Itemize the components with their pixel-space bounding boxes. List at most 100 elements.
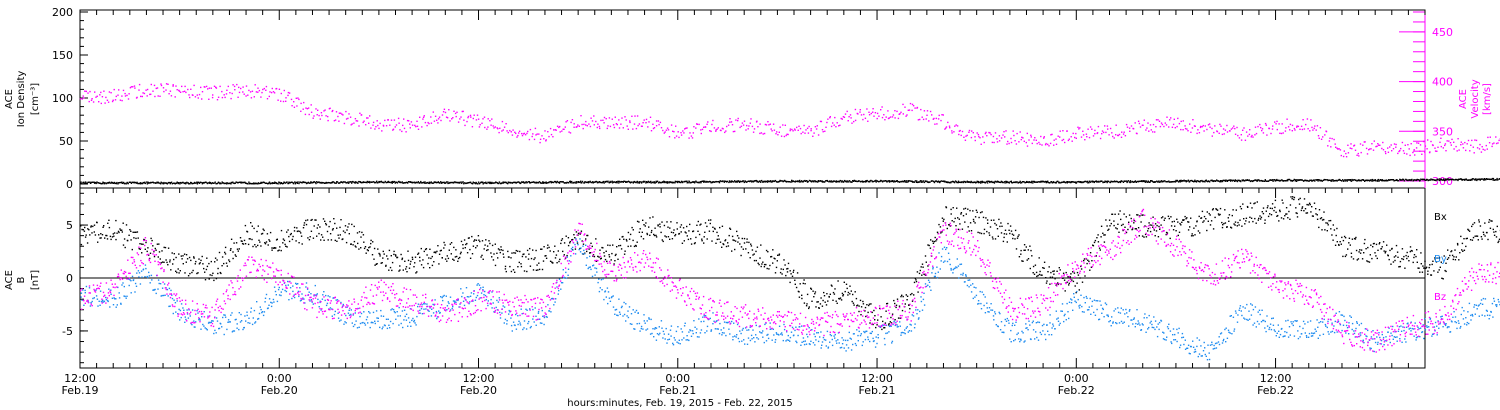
bx-series-point — [571, 239, 573, 241]
velocity-series-point — [695, 127, 697, 129]
bx-series-point — [107, 222, 109, 224]
ion-density-series-point — [619, 181, 621, 183]
velocity-series-point — [1377, 143, 1379, 145]
ion-density-series-point — [294, 181, 296, 183]
velocity-series-point — [198, 93, 201, 96]
ion-density-series-point — [489, 182, 491, 185]
velocity-series-point — [607, 125, 609, 127]
ion-density-series-point — [671, 182, 673, 184]
bx-series-point — [763, 266, 766, 268]
bx-series-point — [1023, 244, 1026, 246]
ion-density-series-point — [812, 180, 814, 182]
velocity-series-point — [1012, 130, 1014, 132]
bx-series-point — [745, 248, 747, 250]
velocity-series-point — [575, 126, 577, 128]
bx-series-point — [465, 243, 467, 246]
bx-series-point — [740, 254, 742, 257]
ion-density-series-point — [640, 181, 643, 183]
bx-series-point — [649, 217, 651, 219]
bx-series-point — [459, 253, 462, 255]
velocity-series-point — [614, 116, 616, 118]
velocity-series-point — [1138, 122, 1141, 125]
ion-density-series-point — [160, 183, 162, 185]
velocity-series-point — [621, 117, 623, 119]
bx-series-point — [694, 242, 696, 244]
ion-density-series-point — [920, 180, 922, 182]
velocity-series-point — [215, 87, 218, 89]
ion-density-series-point — [970, 180, 972, 183]
ion-density-series-point — [279, 181, 281, 184]
velocity-series-point — [1474, 139, 1476, 141]
ion-density-series-point — [580, 180, 582, 182]
velocity-series-point — [868, 111, 870, 113]
bx-series-point — [1051, 276, 1054, 278]
ion-density-series-point — [799, 181, 801, 183]
ion-density-series-point — [783, 179, 786, 182]
bx-series-point — [478, 239, 480, 241]
bx-series-point — [323, 239, 325, 241]
ion-density-series — [80, 177, 1500, 185]
ion-density-series-point — [620, 180, 622, 183]
bx-series-point — [438, 253, 441, 255]
velocity-series-point — [362, 121, 364, 124]
ion-density-series-point — [1304, 179, 1306, 181]
ion-density-series-point — [1425, 179, 1427, 181]
ion-density-series-point — [1093, 181, 1095, 184]
bx-series-point — [719, 241, 722, 243]
bx-series-point — [804, 283, 806, 285]
ion-density-series-point — [1199, 181, 1201, 183]
ion-density-series-point — [704, 181, 706, 183]
ion-density-series-point — [753, 180, 755, 182]
bx-series-point — [925, 261, 927, 263]
ion-density-series-point — [587, 182, 590, 184]
ion-density-series-point — [526, 181, 528, 183]
velocity-series-point — [454, 112, 457, 115]
velocity-series-point — [242, 86, 244, 88]
bx-series-point — [485, 239, 487, 241]
data-series-layer — [79, 83, 1500, 361]
ion-density-series-point — [1306, 179, 1308, 182]
ion-density-series-point — [194, 182, 196, 184]
ion-density-series-point — [141, 182, 143, 184]
bx-series-point — [982, 216, 985, 219]
bx-series-point — [770, 255, 773, 258]
ion-density-series-point — [1291, 180, 1294, 182]
bx-series-point — [669, 227, 671, 229]
ion-density-series-point — [1164, 180, 1166, 182]
ion-density-series-point — [1186, 180, 1188, 182]
bx-series-point — [826, 293, 828, 295]
bx-series-point — [1062, 272, 1065, 274]
bx-series-point — [638, 221, 640, 223]
ion-density-series-point — [422, 181, 425, 183]
bx-series-point — [435, 252, 437, 254]
ion-density-series-point — [1355, 179, 1357, 181]
bx-series-point — [1141, 235, 1144, 237]
velocity-series-point — [1398, 150, 1400, 153]
ion-density-series-point — [771, 180, 773, 182]
bx-series-point — [1128, 214, 1131, 216]
velocity-series-point — [1197, 129, 1199, 131]
bx-series-point — [862, 300, 864, 303]
bx-series-point — [481, 254, 483, 257]
bx-series-point — [428, 257, 430, 259]
velocity-series-point — [387, 119, 389, 121]
ion-density-series-point — [215, 182, 217, 185]
ion-density-series-point — [615, 181, 618, 183]
ion-density-series-point — [1429, 179, 1431, 181]
ion-density-series-point — [1323, 178, 1326, 181]
velocity-series-point — [464, 124, 466, 127]
ion-density-series-point — [545, 181, 547, 183]
bx-series-point — [1113, 224, 1115, 227]
bx-series-point — [318, 232, 320, 235]
bx-series-point — [433, 261, 435, 263]
velocity-series-point — [807, 132, 810, 134]
velocity-series-point — [305, 107, 307, 109]
ion-density-series-point — [315, 182, 317, 185]
ion-density-series-point — [1362, 179, 1364, 181]
ion-density-series-point — [848, 180, 851, 182]
velocity-series-point — [445, 116, 448, 118]
velocity-series-point — [947, 121, 949, 124]
velocity-series-point — [1314, 125, 1316, 127]
velocity-series-point — [680, 134, 683, 136]
velocity-series-point — [1242, 129, 1244, 131]
